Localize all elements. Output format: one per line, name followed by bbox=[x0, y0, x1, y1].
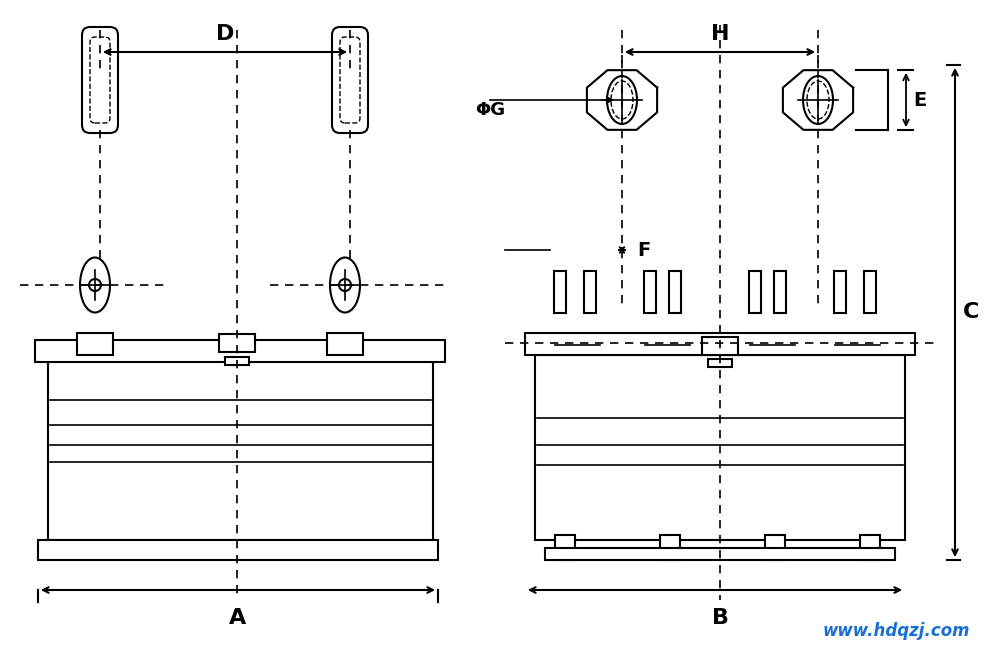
Bar bbox=[749, 271, 761, 313]
Text: C: C bbox=[963, 303, 979, 323]
Text: ΦG: ΦG bbox=[475, 101, 505, 119]
Ellipse shape bbox=[607, 76, 637, 124]
Bar bbox=[38, 540, 438, 560]
Ellipse shape bbox=[330, 258, 360, 312]
Bar bbox=[554, 271, 566, 313]
Text: B: B bbox=[712, 608, 728, 628]
Bar bbox=[702, 337, 738, 355]
Bar bbox=[774, 271, 786, 313]
Ellipse shape bbox=[803, 76, 833, 124]
Bar bbox=[864, 271, 876, 313]
Ellipse shape bbox=[611, 81, 633, 119]
Text: H: H bbox=[711, 24, 729, 44]
Text: A: A bbox=[229, 608, 247, 628]
Bar bbox=[77, 333, 113, 355]
Ellipse shape bbox=[80, 258, 110, 312]
Bar bbox=[660, 535, 680, 560]
Bar bbox=[545, 548, 895, 560]
Bar bbox=[584, 271, 596, 313]
Bar bbox=[644, 271, 656, 313]
Bar bbox=[525, 333, 915, 355]
FancyBboxPatch shape bbox=[332, 27, 368, 133]
Circle shape bbox=[89, 279, 101, 291]
Circle shape bbox=[339, 279, 351, 291]
Bar bbox=[327, 333, 363, 355]
FancyBboxPatch shape bbox=[90, 37, 110, 123]
Bar bbox=[555, 535, 575, 560]
Bar bbox=[834, 271, 846, 313]
Bar bbox=[225, 357, 249, 365]
Bar bbox=[535, 355, 905, 540]
FancyBboxPatch shape bbox=[82, 27, 118, 133]
Bar bbox=[48, 355, 433, 540]
Bar bbox=[669, 271, 681, 313]
FancyBboxPatch shape bbox=[340, 37, 360, 123]
Text: D: D bbox=[216, 24, 234, 44]
Ellipse shape bbox=[807, 81, 829, 119]
Text: F: F bbox=[637, 241, 650, 259]
Text: www.hdqzj.com: www.hdqzj.com bbox=[822, 622, 970, 640]
Text: E: E bbox=[913, 91, 926, 110]
Bar bbox=[219, 334, 255, 352]
Bar bbox=[708, 359, 732, 367]
Bar bbox=[765, 535, 785, 560]
Bar bbox=[35, 340, 445, 362]
Bar bbox=[860, 535, 880, 560]
